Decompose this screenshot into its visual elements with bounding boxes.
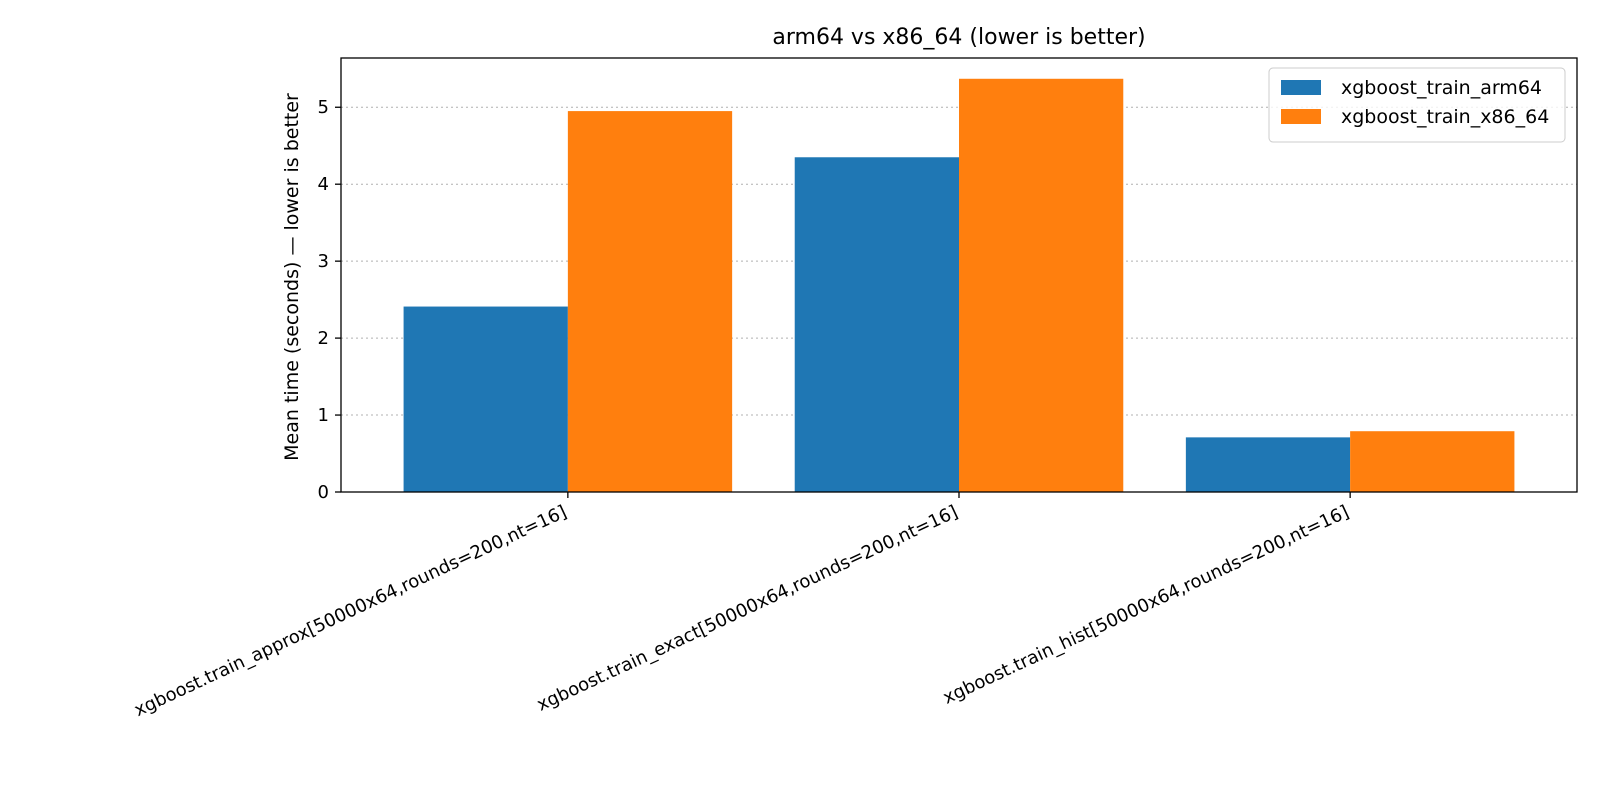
legend-label: xgboost_train_x86_64 [1341,106,1549,128]
legend-label: xgboost_train_arm64 [1341,77,1542,99]
x-axis-ticks: xgboost.train_approx[50000x64,rounds=200… [131,492,1352,721]
y-tick-label: 3 [318,251,329,272]
legend-swatch-xgboost_train_x86_64 [1281,109,1321,124]
y-tick-label: 4 [318,174,329,195]
y-tick-label: 5 [318,97,329,118]
bar-xgboost_train_arm64-0 [403,306,568,492]
bar-xgboost_train_x86_64-0 [567,111,733,493]
legend: xgboost_train_arm64 xgboost_train_x86_64 [1268,67,1566,143]
bar-xgboost_train_arm64-2 [1185,437,1351,492]
bar-xgboost_train_arm64-1 [794,157,959,492]
x-tick-label: xgboost.train_exact[50000x64,rounds=200,… [534,501,961,715]
x-tick-label: xgboost.train_hist[50000x64,rounds=200,n… [940,501,1352,708]
legend-box [1268,67,1566,143]
y-tick-label: 2 [318,328,329,349]
bar-xgboost_train_x86_64-1 [959,78,1124,492]
y-axis-label: Mean time (seconds) — lower is better [281,93,303,461]
legend-swatch-xgboost_train_arm64 [1281,80,1321,95]
y-tick-label: 0 [318,482,329,503]
chart-title: arm64 vs x86_64 (lower is better) [772,25,1145,50]
bar-xgboost_train_x86_64-2 [1350,431,1515,492]
bars [403,78,1515,493]
y-axis-ticks: 0 1 2 3 4 5 [318,97,341,503]
y-tick-label: 1 [318,405,329,426]
x-tick-label: xgboost.train_approx[50000x64,rounds=200… [131,501,570,721]
